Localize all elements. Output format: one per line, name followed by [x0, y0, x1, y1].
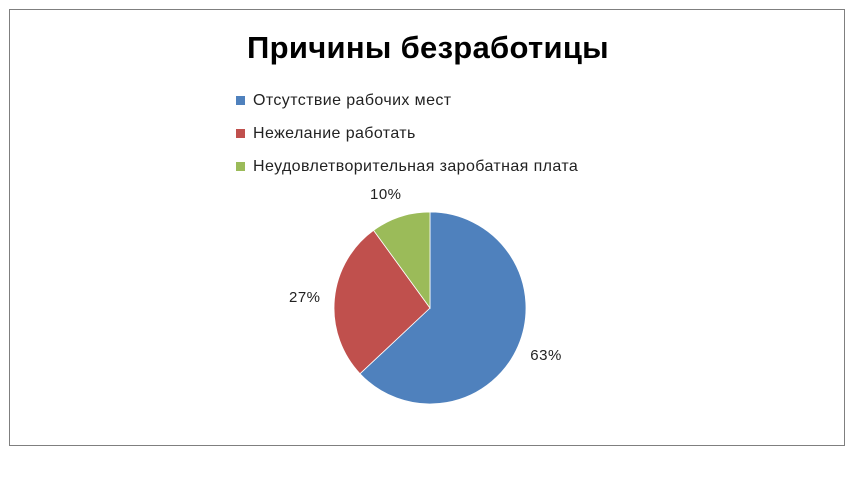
legend-label: Неудовлетворительная заробатная плата [253, 157, 579, 175]
data-label: 27% [289, 289, 321, 306]
data-label: 10% [370, 186, 402, 203]
legend-item: Нежелание работать [236, 117, 578, 150]
legend-swatch [236, 129, 245, 138]
pie-slice [333, 229, 431, 375]
legend: Отсутствие рабочих мест Нежелание работа… [236, 84, 578, 183]
legend-swatch [236, 162, 245, 171]
legend-item: Неудовлетворительная заробатная плата [236, 150, 578, 183]
legend-swatch [236, 96, 245, 105]
pie-slice [359, 211, 527, 405]
chart-title: Причины безработицы [247, 30, 609, 65]
legend-label: Нежелание работать [253, 124, 416, 142]
legend-item: Отсутствие рабочих мест [236, 84, 578, 117]
data-label: 63% [530, 347, 562, 364]
legend-label: Отсутствие рабочих мест [253, 91, 452, 109]
pie-slice [373, 211, 431, 310]
